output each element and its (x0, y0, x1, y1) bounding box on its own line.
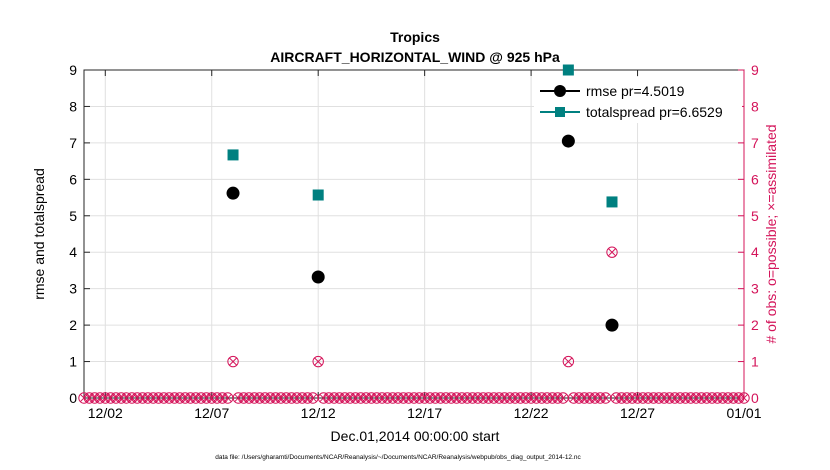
x-tick-label: 12/12 (301, 405, 336, 421)
y-right-tick-label: 9 (751, 62, 759, 78)
legend-totalspread-label: totalspread pr=6.6529 (586, 104, 723, 120)
y-right-tick-label: 3 (751, 281, 759, 297)
y-axis-label: rmse and totalspread (31, 168, 47, 300)
y-tick-label: 5 (69, 208, 77, 224)
totalspread-point (606, 196, 618, 208)
legend-totalspread-marker (555, 107, 565, 117)
chart-subtitle: AIRCRAFT_HORIZONTAL_WIND @ 925 hPa (270, 49, 560, 65)
rmse-point (561, 134, 575, 148)
y-right-tick-label: 1 (751, 354, 759, 370)
legend-box (534, 77, 742, 123)
footer-note: data file: /Users/gharamti/Documents/NCA… (215, 454, 581, 461)
obs-assimilated-marker (601, 393, 610, 403)
x-tick-label: 12/07 (194, 405, 229, 421)
chart-title: Tropics (390, 29, 440, 45)
obs-count-point (227, 355, 239, 368)
obs-assimilated-marker (228, 357, 238, 366)
obs-possible-marker (312, 355, 324, 368)
obs-count-point (738, 392, 750, 404)
obs-count-point (562, 355, 575, 368)
x-tick-label: 01/01 (726, 405, 761, 421)
y-tick-label: 0 (69, 390, 77, 406)
obs-possible-marker (606, 246, 618, 258)
y-axis-right-label: # of obs: o=possible; ×=assimilated (763, 124, 779, 343)
obs-count-series (78, 246, 750, 404)
obs-assimilated-marker (314, 357, 323, 366)
obs-possible-marker (227, 355, 239, 368)
y-tick-label: 9 (69, 62, 77, 78)
x-tick-label: 12/02 (88, 405, 123, 421)
legend: rmse pr=4.5019 totalspread pr=6.6529 (534, 77, 742, 123)
x-tick-label: 12/22 (514, 405, 549, 421)
y-tick-label: 7 (69, 135, 77, 151)
y-right-tick-label: 2 (751, 317, 759, 333)
rmse-point (226, 186, 240, 200)
y-right-tick-label: 4 (751, 244, 759, 260)
legend-rmse-label: rmse pr=4.5019 (586, 83, 685, 99)
y-right-tick-label: 5 (751, 208, 759, 224)
y-right-tick-label: 0 (751, 390, 759, 406)
y-tick-label: 4 (69, 244, 77, 260)
obs-assimilated-marker (558, 393, 568, 403)
obs-assimilated-marker (607, 248, 617, 257)
obs-possible-marker (562, 355, 575, 368)
y-tick-label: 8 (69, 98, 77, 114)
x-tick-label: 12/17 (407, 405, 442, 421)
totalspread-point (227, 149, 239, 161)
obs-assimilated-marker (308, 393, 317, 403)
y-tick-label: 2 (69, 317, 77, 333)
obs-count-point (312, 355, 324, 368)
tick-layer: 12/02 12/07 12/12 12/17 12/22 12/27 01/010 01 12… (69, 62, 762, 421)
obs-possible-marker (738, 392, 750, 404)
obs-assimilated-marker (223, 393, 232, 403)
totalspread-point (562, 64, 574, 76)
obs-assimilated-marker (564, 357, 573, 366)
x-tick-label: 12/27 (620, 405, 655, 421)
rmse-point (311, 270, 325, 284)
x-axis-label: Dec.01,2014 00:00:00 start (331, 428, 500, 444)
data-series (226, 64, 619, 332)
totalspread-point (312, 189, 324, 201)
rmse-point (605, 318, 619, 332)
y-right-tick-label: 8 (751, 98, 759, 114)
y-tick-label: 1 (69, 354, 77, 370)
y-right-tick-label: 6 (751, 171, 759, 187)
y-tick-label: 3 (69, 281, 77, 297)
obs-count-point (606, 246, 618, 258)
y-tick-label: 6 (69, 171, 77, 187)
y-right-tick-label: 7 (751, 135, 759, 151)
legend-rmse-marker (554, 85, 566, 97)
obs-assimilated-marker (739, 393, 749, 403)
